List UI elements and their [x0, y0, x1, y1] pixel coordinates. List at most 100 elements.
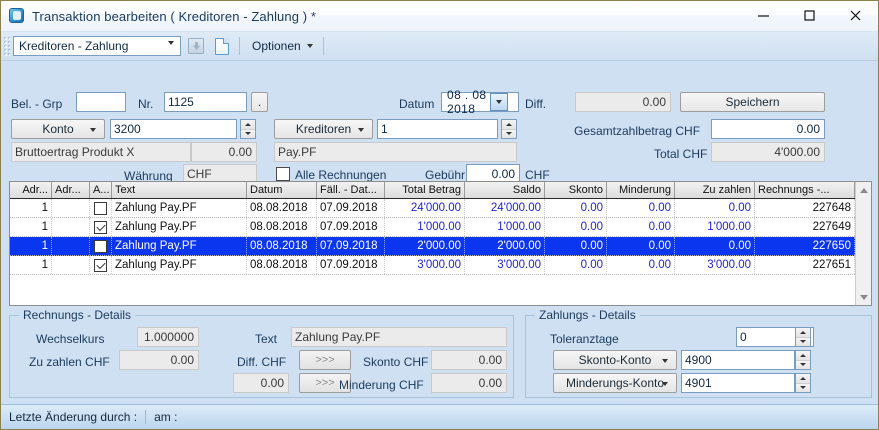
- row-checkbox[interactable]: [94, 201, 107, 215]
- beleg-grp-label: Bel. - Grp: [11, 97, 63, 111]
- table-row[interactable]: 1 Zahlung Pay.PF 08.08.2018 07.09.2018 1'000…: [10, 218, 871, 237]
- cell-minderung: 0.00: [607, 256, 675, 274]
- minderungs-konto-input[interactable]: 4901: [681, 373, 795, 393]
- new-document-button[interactable]: [211, 35, 233, 57]
- nr-label: Nr.: [138, 97, 154, 111]
- toolbar-grip[interactable]: [3, 36, 10, 56]
- toleranztage-input[interactable]: 0: [736, 327, 814, 347]
- save-icon: [188, 38, 204, 54]
- skonto-konto-stepper[interactable]: [795, 350, 811, 370]
- cell-adr2: [52, 199, 90, 217]
- cell-skonto: 0.00: [545, 218, 607, 236]
- col-faell[interactable]: Fäll. - Dat...: [317, 182, 385, 198]
- close-icon[interactable]: [832, 1, 878, 30]
- col-skonto[interactable]: Skonto: [545, 182, 607, 198]
- options-menu-button[interactable]: Optionen: [246, 36, 319, 56]
- skonto-konto-input[interactable]: 4900: [681, 350, 795, 370]
- nr-input[interactable]: 1125: [164, 92, 247, 112]
- diff-chf-value: 0.00: [233, 373, 289, 393]
- invoice-grid[interactable]: Adr... Adr... A... Text Datum Fäll. - Da…: [9, 181, 872, 306]
- col-adr2[interactable]: Adr...: [52, 182, 90, 198]
- table-row[interactable]: 1 Zahlung Pay.PF 08.08.2018 07.09.2018 24'00…: [10, 199, 871, 218]
- calendar-dropdown-icon[interactable]: [490, 93, 508, 111]
- col-minderung[interactable]: Minderung: [607, 182, 675, 198]
- minimize-icon[interactable]: [740, 1, 786, 30]
- col-active[interactable]: A...: [90, 182, 112, 198]
- save-button-main[interactable]: Speichern: [680, 92, 825, 112]
- maximize-icon[interactable]: [786, 1, 832, 30]
- total-chf-value: 4'000.00: [711, 142, 825, 162]
- document-type-combo[interactable]: Kreditoren - Zahlung: [13, 36, 181, 59]
- col-adr1[interactable]: Adr...: [10, 182, 52, 198]
- diff-value: 0.00: [575, 92, 671, 112]
- col-rechnung[interactable]: Rechnungs -...: [755, 182, 855, 198]
- cell-total-betrag: 1'000.00: [385, 218, 465, 236]
- row-checkbox[interactable]: [94, 258, 107, 272]
- cell-skonto: 0.00: [545, 199, 607, 217]
- form-area: Bel. - Grp Nr. 1125 . Datum 08 . 08 . 20…: [1, 61, 878, 404]
- konto-input[interactable]: 3200: [110, 119, 237, 139]
- cell-zu-zahlen: 0.00: [675, 199, 755, 217]
- cell-adr2: [52, 256, 90, 274]
- gesamtzahlbetrag-input[interactable]: 0.00: [711, 119, 825, 139]
- alle-rechnungen-checkbox[interactable]: [276, 167, 290, 181]
- status-bar: Letzte Änderung durch : am :: [1, 404, 878, 429]
- cell-skonto: 0.00: [545, 237, 607, 255]
- chevron-down-icon: [662, 382, 668, 386]
- cell-active[interactable]: [90, 256, 112, 274]
- cell-datum: 08.08.2018: [247, 218, 317, 236]
- konto-select-button[interactable]: Konto: [11, 119, 105, 139]
- nr-browse-button[interactable]: .: [251, 92, 268, 112]
- cell-active[interactable]: [90, 218, 112, 236]
- grid-scrollbar[interactable]: [855, 182, 871, 305]
- col-zuzahlen[interactable]: Zu zahlen: [675, 182, 755, 198]
- title-bar: Transaktion bearbeiten ( Kreditoren - Za…: [1, 1, 878, 32]
- kreditoren-input[interactable]: 1: [377, 119, 498, 139]
- cell-faelligkeitsdatum: 07.09.2018: [317, 237, 385, 255]
- cell-adr2: [52, 237, 90, 255]
- cell-datum: 08.08.2018: [247, 237, 317, 255]
- cell-adr1: 1: [10, 199, 52, 217]
- diff-transfer-button[interactable]: >>>: [299, 350, 351, 370]
- row-checkbox[interactable]: [94, 239, 107, 253]
- minderung-transfer-button[interactable]: >>>: [299, 373, 351, 393]
- zu-zahlen-chf-value: 0.00: [119, 350, 199, 370]
- col-text[interactable]: Text: [112, 182, 247, 198]
- gebuehr-currency: CHF: [525, 168, 550, 182]
- cell-total-betrag: 24'000.00: [385, 199, 465, 217]
- new-document-icon: [215, 37, 229, 55]
- minderungs-konto-stepper[interactable]: [795, 373, 811, 393]
- skonto-konto-select-button[interactable]: Skonto-Konto: [553, 350, 677, 370]
- rechnungs-details-caption: Rechnungs - Details: [19, 308, 136, 322]
- cell-adr1: 1: [10, 256, 52, 274]
- kreditoren-stepper[interactable]: [501, 119, 517, 139]
- diff-chf-label: Diff. CHF: [237, 355, 287, 369]
- kreditoren-select-button[interactable]: Kreditoren: [274, 119, 373, 139]
- scroll-down-icon[interactable]: [856, 289, 871, 305]
- waehrung-label: Währung: [124, 169, 173, 183]
- col-total[interactable]: Total Betrag: [385, 182, 465, 198]
- diff-label: Diff.: [525, 97, 547, 111]
- toleranztage-stepper[interactable]: [795, 327, 811, 347]
- cell-active[interactable]: [90, 237, 112, 255]
- skonto-chf-label: Skonto CHF: [363, 355, 429, 369]
- konto-stepper[interactable]: [240, 119, 256, 139]
- save-button[interactable]: [185, 35, 207, 57]
- cell-active[interactable]: [90, 199, 112, 217]
- wechselkurs-label: Wechselkurs: [36, 332, 105, 346]
- row-checkbox[interactable]: [94, 220, 107, 234]
- minderungs-konto-select-button[interactable]: Minderungs-Konto: [553, 373, 677, 393]
- chevron-down-icon: [168, 41, 174, 59]
- cell-faelligkeitsdatum: 07.09.2018: [317, 218, 385, 236]
- col-saldo[interactable]: Saldo: [465, 182, 545, 198]
- toolbar: Kreditoren - Zahlung Optionen: [1, 32, 878, 61]
- toleranztage-label: Toleranztage: [550, 332, 619, 346]
- window-title: Transaktion bearbeiten ( Kreditoren - Za…: [32, 8, 317, 24]
- scroll-up-icon[interactable]: [856, 182, 871, 198]
- zahlungs-details-caption: Zahlungs - Details: [535, 308, 640, 322]
- beleg-grp-input[interactable]: [76, 92, 126, 112]
- col-datum[interactable]: Datum: [247, 182, 317, 198]
- table-row[interactable]: 1 Zahlung Pay.PF 08.08.2018 07.09.2018 2'000…: [10, 237, 871, 256]
- table-row[interactable]: 1 Zahlung Pay.PF 08.08.2018 07.09.2018 3'000…: [10, 256, 871, 275]
- cell-text: Zahlung Pay.PF: [112, 256, 247, 274]
